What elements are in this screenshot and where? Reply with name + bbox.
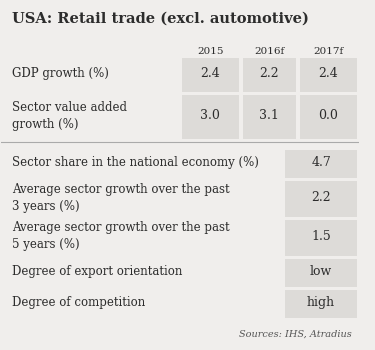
Bar xyxy=(182,58,239,92)
Text: Sources: IHS, Atradius: Sources: IHS, Atradius xyxy=(239,329,351,338)
Text: Sector share in the national economy (%): Sector share in the national economy (%) xyxy=(12,156,259,169)
Text: 2.4: 2.4 xyxy=(318,67,338,80)
Text: 4.7: 4.7 xyxy=(311,156,331,169)
Text: 2.4: 2.4 xyxy=(201,67,220,80)
Text: 1.5: 1.5 xyxy=(311,230,331,243)
Bar xyxy=(300,58,357,92)
Bar xyxy=(285,259,357,287)
Bar xyxy=(285,181,357,217)
Text: high: high xyxy=(307,296,335,309)
Bar xyxy=(182,95,239,139)
Text: 2016f: 2016f xyxy=(254,47,285,56)
Text: 0.0: 0.0 xyxy=(318,109,338,122)
Text: low: low xyxy=(310,265,332,278)
Text: 3.0: 3.0 xyxy=(201,109,220,122)
Text: USA: Retail trade (excl. automotive): USA: Retail trade (excl. automotive) xyxy=(12,12,309,26)
Bar xyxy=(243,58,296,92)
Text: Degree of export orientation: Degree of export orientation xyxy=(12,265,183,278)
Text: Average sector growth over the past
5 years (%): Average sector growth over the past 5 ye… xyxy=(12,222,230,251)
Text: Average sector growth over the past
3 years (%): Average sector growth over the past 3 ye… xyxy=(12,183,230,212)
Text: 2.2: 2.2 xyxy=(311,191,331,204)
Text: 2015: 2015 xyxy=(197,47,223,56)
Text: Degree of competition: Degree of competition xyxy=(12,296,146,309)
Bar xyxy=(285,150,357,178)
Bar xyxy=(243,95,296,139)
Text: 2.2: 2.2 xyxy=(260,67,279,80)
Bar xyxy=(285,290,357,318)
Bar xyxy=(300,95,357,139)
Text: Sector value added
growth (%): Sector value added growth (%) xyxy=(12,101,127,131)
Text: 3.1: 3.1 xyxy=(260,109,279,122)
Text: 2017f: 2017f xyxy=(313,47,344,56)
Bar xyxy=(285,220,357,256)
Text: GDP growth (%): GDP growth (%) xyxy=(12,67,109,80)
